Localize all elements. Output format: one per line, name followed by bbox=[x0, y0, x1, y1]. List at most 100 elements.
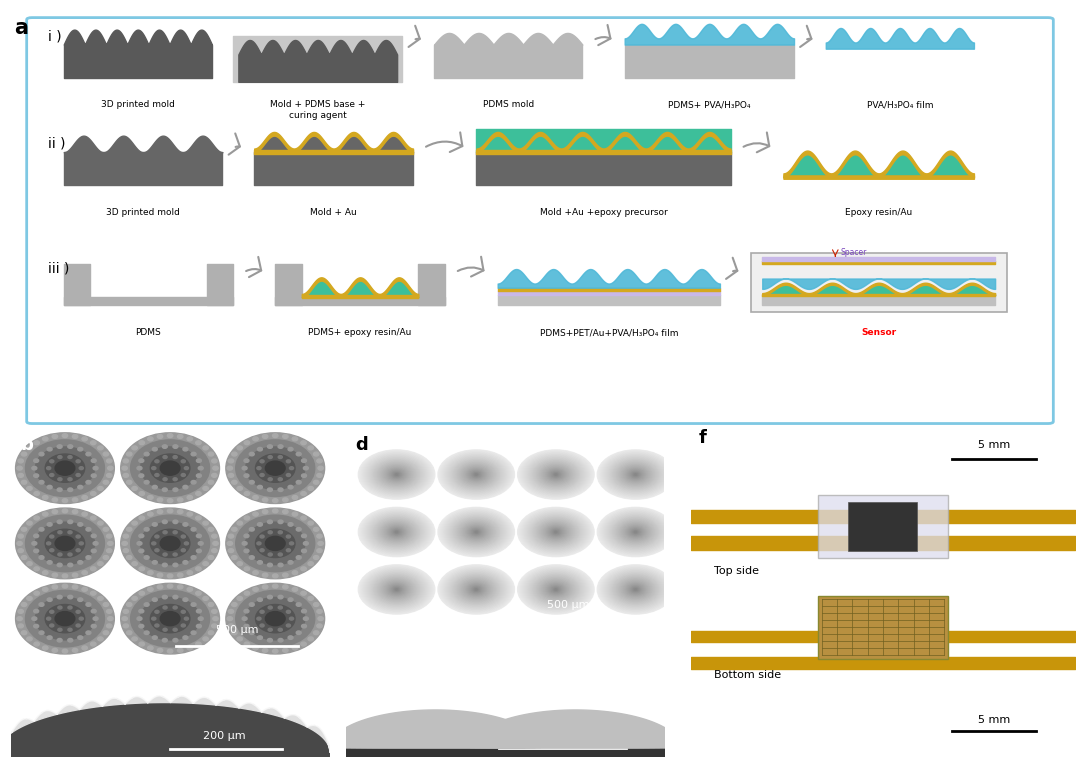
Circle shape bbox=[473, 587, 480, 591]
Circle shape bbox=[177, 435, 183, 439]
Circle shape bbox=[18, 610, 24, 613]
Circle shape bbox=[237, 521, 242, 525]
Circle shape bbox=[48, 561, 52, 564]
Circle shape bbox=[605, 570, 666, 610]
Circle shape bbox=[108, 466, 113, 470]
Circle shape bbox=[465, 583, 487, 597]
Circle shape bbox=[107, 534, 112, 538]
Circle shape bbox=[536, 461, 576, 487]
Circle shape bbox=[18, 459, 24, 463]
Circle shape bbox=[131, 515, 210, 572]
Circle shape bbox=[626, 468, 645, 481]
Circle shape bbox=[152, 486, 158, 489]
Circle shape bbox=[148, 512, 153, 516]
Circle shape bbox=[131, 591, 210, 647]
Circle shape bbox=[538, 578, 575, 601]
Circle shape bbox=[635, 474, 636, 475]
Circle shape bbox=[301, 567, 307, 571]
Circle shape bbox=[187, 646, 192, 650]
Circle shape bbox=[457, 462, 496, 487]
Circle shape bbox=[173, 629, 177, 632]
Circle shape bbox=[364, 511, 429, 553]
Circle shape bbox=[152, 598, 158, 601]
Circle shape bbox=[465, 525, 487, 539]
Circle shape bbox=[92, 610, 96, 613]
Circle shape bbox=[472, 529, 481, 535]
Circle shape bbox=[72, 435, 78, 439]
Circle shape bbox=[460, 464, 492, 485]
Circle shape bbox=[455, 461, 497, 488]
Circle shape bbox=[379, 578, 414, 600]
Circle shape bbox=[151, 617, 156, 620]
Circle shape bbox=[381, 522, 411, 542]
Circle shape bbox=[366, 454, 428, 494]
Circle shape bbox=[546, 468, 566, 481]
Circle shape bbox=[63, 584, 68, 588]
Circle shape bbox=[144, 631, 149, 635]
Circle shape bbox=[625, 467, 646, 481]
Circle shape bbox=[450, 458, 502, 491]
Circle shape bbox=[158, 510, 163, 514]
Circle shape bbox=[289, 467, 294, 470]
Circle shape bbox=[197, 459, 201, 462]
Circle shape bbox=[301, 534, 307, 537]
Circle shape bbox=[272, 434, 278, 438]
Circle shape bbox=[173, 488, 178, 492]
Circle shape bbox=[387, 526, 406, 538]
Circle shape bbox=[260, 624, 265, 627]
Circle shape bbox=[152, 636, 158, 639]
Circle shape bbox=[173, 553, 177, 556]
Text: PDMS+ epoxy resin/Au: PDMS+ epoxy resin/Au bbox=[309, 328, 411, 337]
Circle shape bbox=[260, 610, 265, 613]
Circle shape bbox=[608, 572, 663, 607]
Circle shape bbox=[631, 587, 640, 593]
Circle shape bbox=[163, 455, 167, 458]
Circle shape bbox=[144, 452, 149, 456]
Circle shape bbox=[620, 522, 651, 542]
Circle shape bbox=[167, 574, 173, 578]
Circle shape bbox=[462, 580, 490, 599]
Circle shape bbox=[126, 631, 132, 635]
Circle shape bbox=[226, 584, 325, 654]
Circle shape bbox=[361, 566, 433, 613]
Circle shape bbox=[550, 471, 562, 478]
Circle shape bbox=[235, 515, 314, 572]
Circle shape bbox=[446, 570, 507, 610]
Circle shape bbox=[463, 524, 489, 540]
Circle shape bbox=[278, 445, 283, 448]
Circle shape bbox=[438, 508, 513, 556]
Circle shape bbox=[598, 565, 673, 613]
Circle shape bbox=[33, 610, 39, 613]
Circle shape bbox=[521, 567, 591, 613]
Circle shape bbox=[532, 518, 579, 546]
Circle shape bbox=[303, 542, 308, 545]
Circle shape bbox=[440, 508, 513, 556]
Circle shape bbox=[231, 556, 237, 559]
Circle shape bbox=[167, 499, 173, 502]
Circle shape bbox=[249, 480, 254, 484]
Circle shape bbox=[438, 450, 514, 499]
Circle shape bbox=[279, 455, 282, 458]
Circle shape bbox=[599, 566, 672, 613]
Circle shape bbox=[537, 462, 575, 487]
Circle shape bbox=[203, 637, 208, 641]
Circle shape bbox=[244, 567, 249, 571]
Circle shape bbox=[93, 542, 98, 545]
Circle shape bbox=[301, 516, 307, 520]
Circle shape bbox=[187, 496, 192, 499]
Circle shape bbox=[526, 570, 585, 609]
Circle shape bbox=[296, 603, 301, 606]
Circle shape bbox=[602, 452, 670, 497]
Circle shape bbox=[272, 649, 278, 653]
Circle shape bbox=[162, 563, 167, 567]
Circle shape bbox=[226, 508, 325, 579]
Circle shape bbox=[530, 573, 582, 606]
Circle shape bbox=[453, 517, 500, 547]
Circle shape bbox=[33, 441, 39, 445]
Circle shape bbox=[366, 570, 428, 610]
Circle shape bbox=[457, 520, 496, 544]
Circle shape bbox=[82, 496, 87, 499]
Circle shape bbox=[542, 466, 569, 483]
Circle shape bbox=[39, 480, 44, 484]
Circle shape bbox=[22, 480, 27, 484]
